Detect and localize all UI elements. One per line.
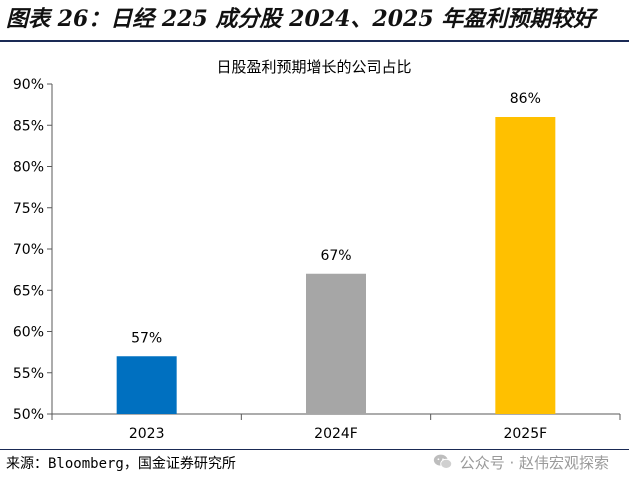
y-tick-label: 75% bbox=[13, 201, 44, 217]
y-tick-label: 80% bbox=[13, 160, 44, 176]
title-rule bbox=[0, 40, 629, 42]
y-tick-label: 55% bbox=[13, 366, 44, 382]
y-tick-label: 60% bbox=[13, 325, 44, 341]
source-note: 来源：Bloomberg，国金证券研究所 bbox=[6, 456, 236, 472]
y-axis: 50% 55% 60% 65% 70% 75% 80% 85% 90% bbox=[13, 77, 53, 423]
bar-labels: 57% 67% 86% bbox=[131, 91, 541, 346]
bar-2024F bbox=[306, 273, 366, 414]
bar-2023 bbox=[116, 356, 177, 414]
bar-2025F bbox=[495, 117, 556, 414]
bars bbox=[116, 117, 556, 414]
figure-title: 图表 26：日经 225 成分股 2024、2025 年盈利预期较好 bbox=[6, 6, 596, 32]
data-label-2025F: 86% bbox=[510, 91, 541, 107]
y-tick-label: 65% bbox=[13, 283, 44, 299]
x-tick-label: 2025F bbox=[503, 426, 547, 442]
y-tick-label: 85% bbox=[13, 118, 44, 134]
x-tick-label: 2024F bbox=[314, 426, 358, 442]
y-tick-label: 90% bbox=[13, 77, 44, 93]
wechat-logo-icon bbox=[433, 454, 452, 469]
x-tick-label: 2023 bbox=[129, 426, 165, 442]
footer-rule bbox=[0, 449, 629, 450]
watermark: 公众号 · 赵伟宏观探索 bbox=[432, 447, 609, 477]
watermark-text: 公众号 · 赵伟宏观探索 bbox=[459, 453, 609, 472]
x-axis: 2023 2024F 2025F bbox=[51, 413, 621, 442]
chart-title: 日股盈利预期增长的公司占比 bbox=[216, 58, 411, 76]
data-label-2024F: 67% bbox=[320, 248, 351, 264]
y-tick-label: 70% bbox=[13, 242, 44, 258]
data-label-2023: 57% bbox=[131, 330, 162, 346]
y-tick-label: 50% bbox=[13, 407, 44, 423]
bar-chart: 日股盈利预期增长的公司占比 50% 55% 60% 65% 70% 75% 80% 85% 90… bbox=[13, 58, 621, 442]
